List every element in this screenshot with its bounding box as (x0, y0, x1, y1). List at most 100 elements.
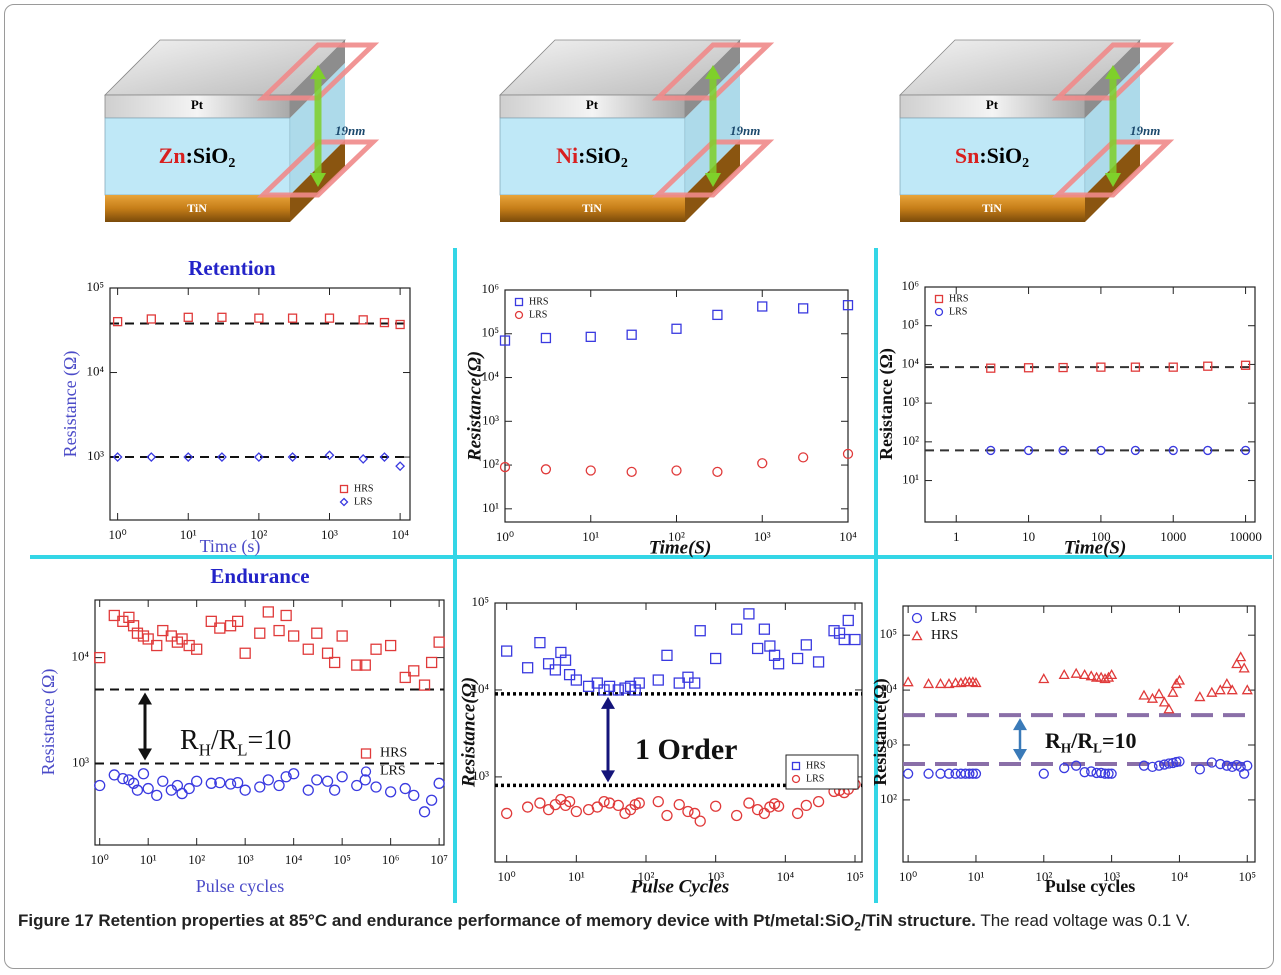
data-point (758, 459, 767, 468)
legend-label: LRS (380, 764, 406, 779)
data-point (1039, 674, 1048, 682)
x-axis-label: Time(S) (649, 537, 712, 558)
data-point (303, 644, 313, 654)
figure: Pt Zn:SiO2 TiN 19nm Pt Ni:SiO2 TiN 19nm … (0, 0, 1281, 905)
data-point (550, 665, 560, 675)
x-tick-label: 1000 (1160, 529, 1186, 544)
data-point (843, 615, 853, 625)
legend-marker (936, 309, 943, 316)
data-point (274, 626, 284, 636)
y-axis-label: Resistance(Ω) (870, 678, 891, 785)
y-tick-label: 10⁵ (86, 279, 104, 294)
thickness: 19nm (1130, 123, 1160, 138)
x-tick-label: 10¹ (180, 527, 197, 542)
annotation-part: =10 (248, 725, 292, 756)
data-point (371, 644, 381, 654)
metal: Zn (159, 143, 186, 168)
x-tick-label: 10¹ (140, 852, 157, 867)
data-point (427, 657, 437, 667)
x-axis-label: Pulse cycles (196, 876, 284, 896)
data-point (586, 332, 595, 341)
legend-label: HRS (949, 293, 968, 304)
data-point (711, 801, 721, 811)
data-point (904, 769, 913, 778)
device-diagram (500, 40, 768, 222)
data-point (1236, 653, 1245, 661)
data-point (759, 624, 769, 634)
data-point (801, 800, 811, 810)
data-point (653, 675, 663, 685)
y-axis-label: Resistance (Ω) (876, 348, 897, 460)
data-point (924, 679, 933, 687)
data-point (263, 607, 273, 617)
legend-label: HRS (380, 746, 407, 761)
caption-title: Retention properties at 85°C and enduran… (98, 911, 976, 930)
chart-title: Endurance (210, 564, 309, 588)
data-point (627, 467, 636, 476)
data-point (427, 795, 437, 805)
data-point (274, 780, 284, 790)
data-point (420, 807, 430, 817)
data-point (312, 775, 322, 785)
x-axis-label: Pulse Cycles (630, 876, 730, 897)
data-point (1139, 691, 1148, 699)
legend-marker (341, 499, 348, 506)
y-tick-label: 10⁵ (471, 594, 489, 609)
data-point (337, 631, 347, 641)
thickness: 19nm (730, 123, 760, 138)
data-point (325, 314, 333, 322)
data-point (184, 641, 194, 651)
data-point (396, 462, 404, 470)
data-point (1195, 765, 1204, 774)
x-tick-label: 10⁵ (1238, 869, 1256, 884)
data-point (672, 324, 681, 333)
data-point (434, 778, 444, 788)
legend-label: LRS (354, 496, 372, 507)
data-point (713, 310, 722, 319)
bottom-electrode: TiN (187, 201, 207, 215)
legend-marker (936, 296, 943, 303)
metal: Sn (955, 143, 979, 168)
data-point (711, 653, 721, 663)
data-point (330, 785, 340, 795)
data-point (544, 659, 554, 669)
bottom-electrode: TiN (582, 201, 602, 215)
arrow-head (138, 749, 152, 761)
y-tick-label: 10¹ (902, 472, 919, 487)
x-tick-label: 10³ (754, 529, 771, 544)
y-tick-label: 10² (902, 433, 919, 448)
data-point (541, 334, 550, 343)
annotation-part: /R (211, 725, 238, 756)
y-tick-label: 10¹ (482, 500, 499, 515)
data-point (592, 802, 602, 812)
data-point (502, 646, 512, 656)
legend-marker (362, 749, 371, 758)
arrow-head (138, 692, 152, 704)
metal: Ni (556, 143, 578, 168)
legend-label: LRS (529, 309, 547, 320)
arrow-head (1013, 718, 1027, 730)
data-point (1060, 670, 1069, 678)
data-point (732, 810, 742, 820)
data-point (523, 802, 533, 812)
data-point (1155, 689, 1164, 697)
layer-label: Ni:SiO2 (556, 143, 628, 171)
data-point (662, 650, 672, 660)
y-tick-label: 10² (880, 791, 897, 806)
data-point (184, 313, 192, 321)
x-tick-label: 10¹ (968, 869, 985, 884)
annotation: 1 Order (635, 733, 737, 766)
x-axis-label: Time (s) (200, 536, 261, 557)
top-electrode: Pt (586, 97, 599, 112)
x-tick-label: 10⁷ (430, 852, 448, 867)
data-point (744, 798, 754, 808)
y-axis-label: Resistance (Ω) (60, 351, 81, 458)
data-point (240, 648, 250, 658)
data-point (672, 466, 681, 475)
data-point (323, 776, 333, 786)
y-tick-label: 10⁵ (481, 325, 499, 340)
data-point (158, 776, 168, 786)
data-point (147, 315, 155, 323)
data-point (1039, 769, 1048, 778)
data-point (192, 776, 202, 786)
